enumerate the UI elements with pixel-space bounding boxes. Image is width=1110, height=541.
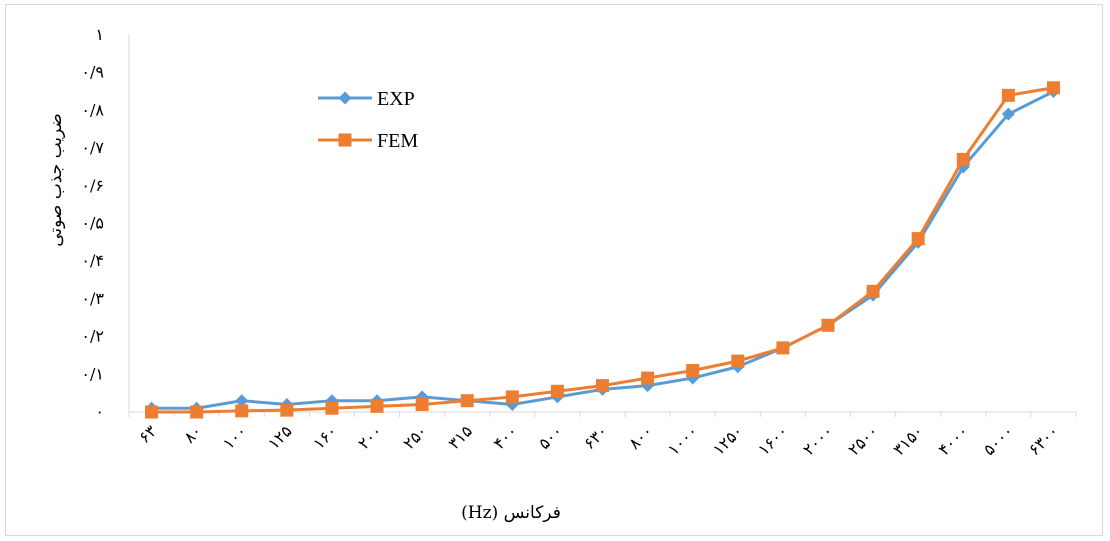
x-tick-label: ۶۳: [135, 421, 161, 447]
x-tick-label: ۴۰۰۰: [934, 421, 972, 459]
x-tick-label: ۴۰۰: [489, 421, 521, 453]
x-tick-label: ۲۵۰۰: [844, 421, 882, 459]
y-tick-label: ۱: [95, 25, 104, 44]
x-tick-label: ۶۳۰: [580, 421, 612, 453]
x-tick-label: ۲۰۰۰: [799, 421, 837, 459]
series-fem-point: [911, 232, 925, 246]
series-fem-point: [505, 390, 519, 404]
series-exp-point: [1001, 107, 1015, 121]
y-tick-label: ۰/۸: [81, 100, 104, 119]
series-fem: [145, 81, 1060, 419]
legend-label-fem: FEM: [377, 130, 418, 152]
x-tick-label: ۱۰۰: [219, 421, 251, 453]
series-fem-point: [686, 364, 700, 378]
y-tick-label: ۰: [95, 402, 104, 421]
x-tick-label: ۱۲۵: [264, 421, 296, 453]
x-tick-label: ۱۶۰: [309, 421, 341, 453]
x-tick-label: ۳۱۵۰: [889, 421, 927, 459]
series-fem-point: [550, 384, 564, 398]
series-fem-point: [821, 318, 835, 332]
x-tick-label: ۶۳۰۰: [1025, 421, 1063, 459]
x-tick-label: ۸۰: [180, 421, 206, 447]
series-exp-point: [235, 394, 249, 408]
y-tick-label: ۰/۳: [81, 289, 104, 308]
series-fem-point: [641, 371, 655, 385]
y-axis-title: ضریب جذب صوتی: [46, 113, 66, 247]
series-fem-point: [776, 341, 790, 355]
y-tick-label: ۰/۹: [81, 63, 104, 82]
legend-item-exp: EXP: [318, 88, 415, 110]
series-fem-point: [1046, 81, 1060, 95]
y-tick-label: ۰/۴: [81, 251, 104, 270]
series-fem-point: [325, 401, 339, 415]
legend-item-fem: FEM: [318, 130, 418, 152]
series-fem-point: [280, 403, 294, 417]
series-fem-point: [415, 397, 429, 411]
absorption-line-chart: ۰ ۰/۱ ۰/۲ ۰/۳ ۰/۴ ۰/۵ ۰/۶ ۰/۷ ۰/۸ ۰/۹ ۱ ۶۳ ۸۰ ۱۰۰ ۱۲۵ ۱…: [46, 25, 1077, 523]
series-fem-point: [370, 399, 384, 413]
legend-marker-fem: [338, 133, 352, 147]
x-axis-title: فرکانس (Hz): [461, 503, 561, 523]
y-tick-label: ۰/۲: [81, 327, 104, 346]
legend-label-exp: EXP: [377, 88, 415, 110]
x-tick-label: ۱۶۰۰: [754, 421, 792, 459]
legend-marker-exp: [338, 91, 352, 105]
series-fem-point: [235, 404, 249, 418]
x-tick-label: ۵۰۰: [535, 421, 567, 453]
x-tick-label: ۱۰۰۰: [664, 421, 702, 459]
series-fem-point: [1001, 88, 1015, 102]
series-fem-point: [145, 405, 159, 419]
series-layer: [145, 81, 1060, 419]
x-tick-label: ۱۲۵۰: [709, 421, 747, 459]
series-exp: [145, 85, 1060, 415]
x-tick-label: ۵۰۰۰: [979, 421, 1017, 459]
series-fem-point: [190, 405, 204, 419]
series-fem-point: [460, 394, 474, 408]
chart-frame: ۰ ۰/۱ ۰/۲ ۰/۳ ۰/۴ ۰/۵ ۰/۶ ۰/۷ ۰/۸ ۰/۹ ۱ ۶۳ ۸۰ ۱۰۰ ۱۲۵ ۱…: [5, 4, 1103, 536]
axes-layer: ۰ ۰/۱ ۰/۲ ۰/۳ ۰/۴ ۰/۵ ۰/۶ ۰/۷ ۰/۸ ۰/۹ ۱ ۶۳ ۸۰ ۱۰۰ ۱۲۵ ۱…: [81, 25, 1077, 459]
legend: EXP FEM: [318, 88, 418, 152]
y-tick-label: ۰/۷: [81, 138, 104, 157]
y-tick-label: ۰/۵: [81, 214, 104, 233]
series-fem-point: [731, 354, 745, 368]
series-fem-point: [866, 284, 880, 298]
x-tick-label: ۳۱۵: [444, 421, 476, 453]
x-tick-label: ۲۵۰: [399, 421, 431, 453]
series-exp-line: [151, 90, 1055, 410]
series-fem-point: [596, 379, 609, 393]
x-tick-label: ۲۰۰: [354, 421, 386, 453]
series-fem-point: [956, 152, 970, 166]
series-fem-line: [151, 86, 1054, 414]
x-tick-label: ۸۰۰: [625, 421, 657, 453]
y-tick-label: ۰/۱: [81, 364, 104, 383]
y-tick-label: ۰/۶: [81, 176, 104, 195]
